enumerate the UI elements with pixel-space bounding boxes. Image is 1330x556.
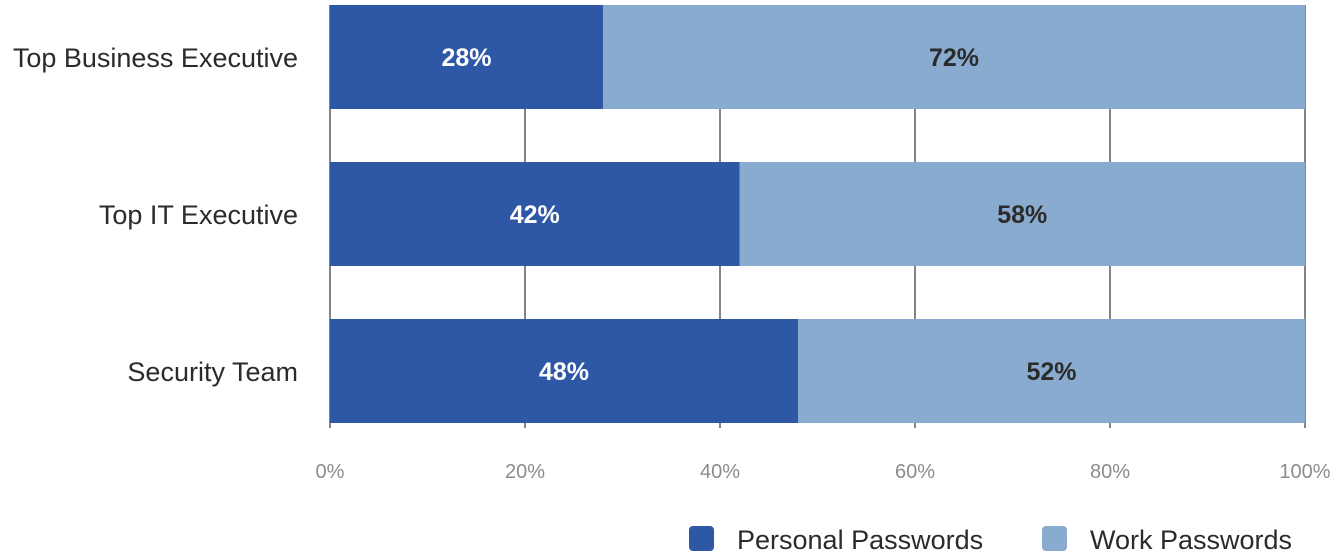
bar-work-0 [603,5,1305,109]
bar-personal-0 [330,5,603,109]
x-tick-label: 0% [316,461,345,483]
bar-value-label: 48% [539,358,589,386]
bar-value-label: 72% [929,44,979,72]
legend: Personal Passwords Work Passwords [689,525,1292,555]
bar-value-label: 42% [510,201,560,229]
x-tick-label: 100% [1279,461,1330,483]
bar-work-2 [798,319,1305,423]
category-label: Top Business Executive [13,43,298,73]
legend-label-work: Work Passwords [1090,525,1292,555]
bar-value-label: 58% [997,201,1047,229]
bar-personal-1 [330,162,740,266]
category-label: Security Team [127,357,298,387]
bar-layer: 28% 72% 42% 58% 48% 52% [330,5,1305,423]
legend-swatch-work [1042,526,1067,551]
legend-label-personal: Personal Passwords [737,525,983,555]
x-tick-label: 20% [505,461,545,483]
bar-work-1 [739,162,1305,266]
bar-value-label: 28% [441,44,491,72]
x-tick-label: 40% [700,461,740,483]
axis-layer: 0% 20% 40% 60% 80% 100% Top Business Executive… [13,43,1330,483]
bar-value-label: 52% [1026,358,1076,386]
x-tick-label: 80% [1090,461,1130,483]
x-tick-label: 60% [895,461,935,483]
bar-personal-2 [330,319,798,423]
legend-swatch-personal [689,526,714,551]
category-label: Top IT Executive [99,200,298,230]
